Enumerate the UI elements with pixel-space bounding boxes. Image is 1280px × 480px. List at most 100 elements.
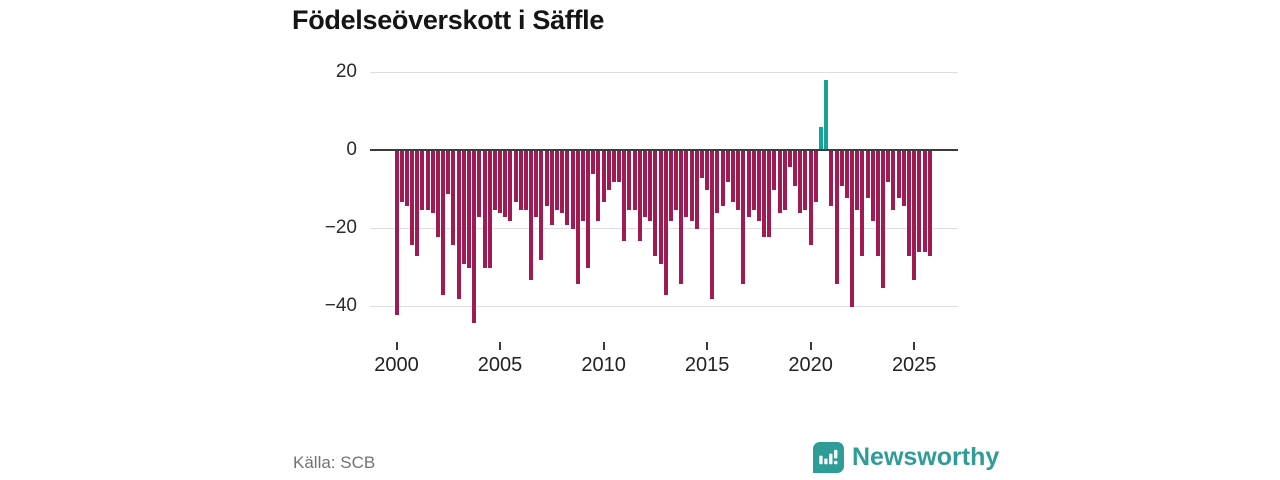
- bar-negative: [715, 151, 720, 214]
- bar-negative: [658, 151, 663, 265]
- bar-negative: [808, 151, 813, 245]
- bar-negative: [622, 151, 627, 241]
- bar-negative: [907, 151, 912, 257]
- bar-negative: [435, 151, 440, 237]
- x-axis-tick: [706, 342, 709, 350]
- bar-negative: [565, 151, 570, 226]
- bar-negative: [881, 151, 886, 288]
- bar-negative: [477, 151, 482, 218]
- bar-negative: [850, 151, 855, 307]
- bar-negative: [415, 151, 420, 257]
- gridline: [370, 306, 958, 307]
- bar-negative: [446, 151, 451, 194]
- chart-title: Födelseöverskott i Säffle: [292, 5, 605, 35]
- x-axis-tick: [395, 342, 398, 350]
- bar-negative: [513, 151, 518, 202]
- source-note: Källa: SCB: [293, 453, 376, 472]
- bar-negative: [684, 151, 689, 218]
- x-axis-tick-label: 2000: [374, 354, 419, 376]
- bar-negative: [694, 151, 699, 229]
- bar-negative: [674, 151, 679, 210]
- bar-negative: [689, 151, 694, 222]
- bar-negative: [611, 151, 616, 183]
- bar-negative: [787, 151, 792, 167]
- bar-negative: [492, 151, 497, 210]
- bar-negative: [891, 151, 896, 210]
- bar-negative: [570, 151, 575, 229]
- bar-negative: [394, 151, 399, 315]
- x-axis-tick-label: 2010: [581, 354, 626, 376]
- bar-negative: [430, 151, 435, 214]
- bar-negative: [679, 151, 684, 284]
- bar-negative: [627, 151, 632, 210]
- bar-negative: [829, 151, 834, 206]
- bar-negative: [554, 151, 559, 210]
- bar-negative: [782, 151, 787, 210]
- bar-negative: [855, 151, 860, 210]
- bar-negative: [404, 151, 409, 206]
- bar-negative: [793, 151, 798, 187]
- bar-negative: [813, 151, 818, 202]
- bar-negative: [399, 151, 404, 202]
- bar-negative: [927, 151, 932, 257]
- bar-negative: [529, 151, 534, 280]
- bar-negative: [642, 151, 647, 218]
- y-axis-tick-label: −40: [324, 295, 357, 316]
- bar-negative: [508, 151, 513, 222]
- bar-negative: [896, 151, 901, 198]
- bar-negative: [523, 151, 528, 210]
- bar-negative: [441, 151, 446, 296]
- bar-negative: [482, 151, 487, 268]
- bar-negative: [741, 151, 746, 284]
- bar-negative: [653, 151, 658, 257]
- x-axis-tick: [913, 342, 916, 350]
- newsworthy-logo: Newsworthy: [813, 442, 999, 473]
- bar-negative: [498, 151, 503, 214]
- bar-negative: [580, 151, 585, 222]
- bar-negative: [420, 151, 425, 210]
- bar-negative: [751, 151, 756, 210]
- x-axis-tick: [809, 342, 812, 350]
- x-axis-tick-label: 2005: [477, 354, 523, 376]
- bar-negative: [746, 151, 751, 218]
- bar-negative: [777, 151, 782, 214]
- x-axis-tick: [499, 342, 502, 350]
- bar-negative: [549, 151, 554, 226]
- bar-negative: [798, 151, 803, 214]
- bar-negative: [875, 151, 880, 257]
- bar-negative: [648, 151, 653, 222]
- y-axis-tick-label: −20: [324, 217, 357, 238]
- bar-negative: [803, 151, 808, 210]
- bar-negative: [870, 151, 875, 222]
- bar-negative: [534, 151, 539, 218]
- y-axis-tick-label: 20: [335, 61, 357, 82]
- bar-negative: [699, 151, 704, 179]
- bar-negative: [586, 151, 591, 268]
- newsworthy-wordmark: Newsworthy: [852, 443, 1000, 471]
- bar-negative: [539, 151, 544, 261]
- bar-negative: [886, 151, 891, 183]
- bar-negative: [606, 151, 611, 190]
- bar-negative: [860, 151, 865, 257]
- bar-negative: [544, 151, 549, 206]
- bar-negative: [725, 151, 730, 183]
- x-axis-tick: [602, 342, 605, 350]
- bar-negative: [736, 151, 741, 210]
- x-axis-tick-label: 2025: [891, 354, 937, 376]
- bar-negative: [637, 151, 642, 241]
- bar-positive: [824, 79, 829, 150]
- bar-negative: [472, 151, 477, 323]
- bar-negative: [844, 151, 849, 198]
- bar-negative: [596, 151, 601, 222]
- bar-negative: [834, 151, 839, 284]
- bar-negative: [839, 151, 844, 187]
- bar-negative: [756, 151, 761, 222]
- newsworthy-bubble-chart-icon: [813, 442, 844, 473]
- bar-negative: [922, 151, 927, 253]
- bar-negative: [663, 151, 668, 296]
- bar-negative: [425, 151, 430, 210]
- y-axis-tick-label: 0: [346, 139, 357, 160]
- bar-negative: [710, 151, 715, 300]
- bar-positive: [819, 126, 823, 150]
